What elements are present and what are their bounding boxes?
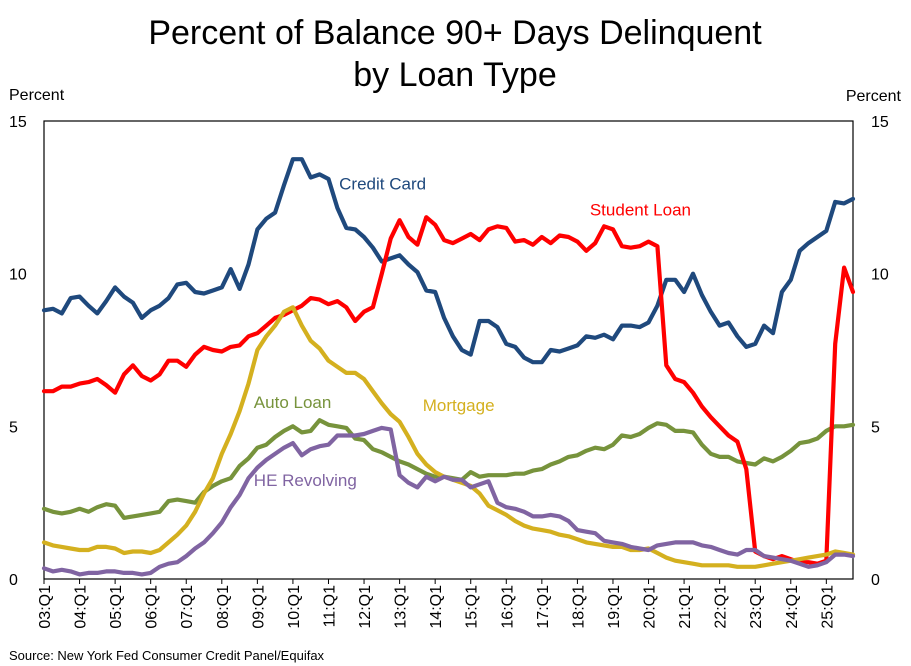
x-tick-label: 10:Q1 (286, 585, 303, 629)
series-line-credit-card (41, 157, 856, 365)
y-tick-left-5: 5 (9, 419, 18, 436)
series-line-auto-loan (41, 418, 856, 521)
x-tick-label: 23:Q1 (748, 585, 765, 629)
x-tick-label: 08:Q1 (215, 585, 232, 629)
series-labels: Credit Card Student Loan Auto Loan Mortgage… (254, 175, 691, 490)
x-axis: 03:Q1 04:Q1 05:Q1 06:Q1 07:Q1 08:Q1 09:Q1 10:Q1… (37, 579, 836, 629)
series-line-he-revolving (41, 425, 856, 577)
y-tick-left-0: 0 (9, 572, 18, 589)
x-tick-label: 16:Q1 (499, 585, 516, 629)
y-axis-left: 0 5 10 15 (9, 114, 27, 589)
y-tick-right-0: 0 (871, 572, 880, 589)
y-tick-right-10: 10 (871, 267, 889, 284)
x-tick-label: 04:Q1 (73, 585, 90, 629)
x-tick-label: 15:Q1 (464, 585, 481, 629)
y-axis-unit-left: Percent (9, 87, 65, 104)
chart-title-line2: by Loan Type (353, 56, 557, 94)
series-label-mortgage: Mortgage (423, 396, 495, 415)
y-axis-right: 0 5 10 15 (871, 114, 889, 589)
x-tick-label: 03:Q1 (37, 585, 54, 629)
x-tick-label: 22:Q1 (713, 585, 730, 629)
x-tick-label: 12:Q1 (357, 585, 374, 629)
x-tick-label: 13:Q1 (393, 585, 410, 629)
x-tick-label: 24:Q1 (784, 585, 801, 629)
x-tick-label: 21:Q1 (677, 585, 694, 629)
x-tick-label: 17:Q1 (535, 585, 552, 629)
series-label-auto-loan: Auto Loan (254, 393, 332, 412)
source-note: Source: New York Fed Consumer Credit Pan… (9, 648, 325, 663)
y-tick-right-5: 5 (871, 419, 880, 436)
plot-area-frame (43, 120, 854, 580)
series-label-credit-card: Credit Card (339, 175, 426, 194)
series-lines (41, 157, 856, 577)
series-label-he-revolving: HE Revolving (254, 471, 357, 490)
y-tick-left-15: 15 (9, 114, 27, 131)
x-tick-label: 14:Q1 (428, 585, 445, 629)
x-tick-label: 18:Q1 (570, 585, 587, 629)
x-tick-label: 05:Q1 (108, 585, 125, 629)
x-tick-label: 09:Q1 (250, 585, 267, 629)
x-tick-label: 25:Q1 (819, 585, 836, 629)
chart-title-line1: Percent of Balance 90+ Days Delinquent (148, 14, 762, 52)
series-label-student-loan: Student Loan (590, 201, 691, 220)
x-tick-label: 20:Q1 (642, 585, 659, 629)
y-tick-left-10: 10 (9, 267, 27, 284)
x-tick-label: 11:Q1 (321, 585, 338, 628)
x-tick-label: 19:Q1 (606, 585, 623, 629)
series-line-student-loan (41, 215, 856, 566)
y-tick-right-15: 15 (871, 114, 889, 131)
x-tick-label: 07:Q1 (179, 585, 196, 629)
y-axis-unit-right: Percent (846, 88, 902, 105)
x-tick-label: 06:Q1 (144, 585, 161, 629)
